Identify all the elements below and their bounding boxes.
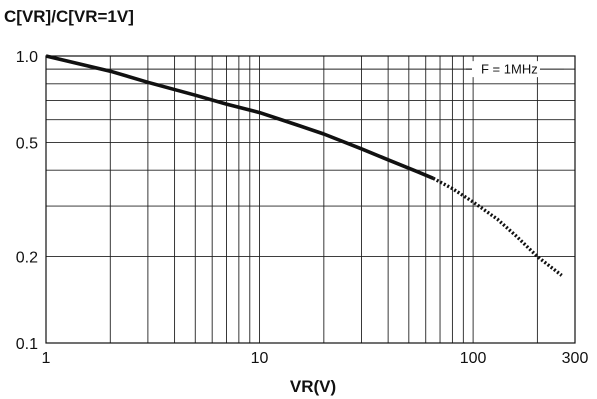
y-tick-labels: 0.1 0.2 0.5 1.0 <box>16 49 38 353</box>
x-tick-label: 300 <box>562 350 589 367</box>
y-tick-label: 0.5 <box>16 135 38 152</box>
y-tick-label: 0.2 <box>16 250 38 267</box>
series-group <box>45 54 563 277</box>
y-axis-label: C[VR]/C[VR=1V] <box>4 7 134 26</box>
capacitance-curve-dotted <box>432 176 563 277</box>
x-tick-labels: 1 10 100 300 <box>42 350 589 367</box>
y-tick-label: 0.1 <box>16 336 38 353</box>
x-tick-label: 1 <box>42 350 51 367</box>
x-tick-label: 10 <box>251 350 269 367</box>
plot-frame <box>45 55 576 344</box>
x-tick-label: 100 <box>460 350 487 367</box>
frequency-annotation: F = 1MHz <box>481 62 538 77</box>
annotation-background <box>472 61 564 78</box>
y-tick-label: 1.0 <box>16 49 38 66</box>
capacitance-curve-solid <box>45 54 434 180</box>
x-axis-label: VR(V) <box>290 377 336 396</box>
grid-lines <box>46 56 575 343</box>
annotation-group: F = 1MHz <box>466 61 564 78</box>
